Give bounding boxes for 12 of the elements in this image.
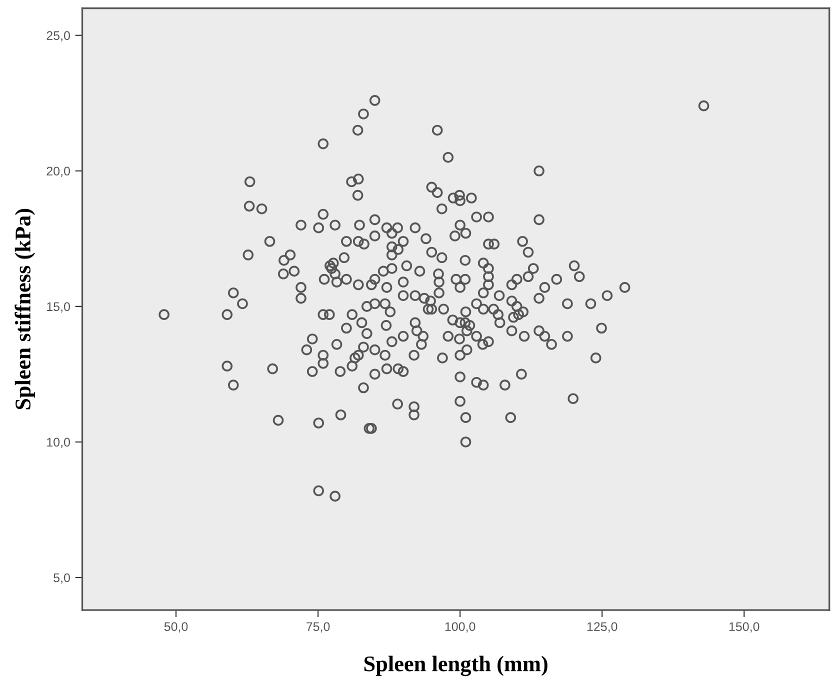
x-tick-label: 150,0: [729, 622, 760, 633]
x-tick-label: 100,0: [445, 622, 476, 633]
x-axis-title: Spleen length (mm): [364, 656, 548, 676]
y-axis-title: Spleen stiffness (kPa): [14, 208, 36, 410]
x-tick-label: 50,0: [164, 622, 188, 633]
x-tick-label: 125,0: [587, 622, 618, 633]
y-tick-label: 15,0: [47, 302, 70, 313]
y-tick-label: 25,0: [46, 31, 70, 42]
x-tick-label: 75,0: [306, 622, 330, 633]
y-tick-label: 5,0: [54, 573, 70, 584]
y-tick-label: 20,0: [46, 166, 70, 178]
y-tick-label: 10,0: [47, 438, 70, 448]
